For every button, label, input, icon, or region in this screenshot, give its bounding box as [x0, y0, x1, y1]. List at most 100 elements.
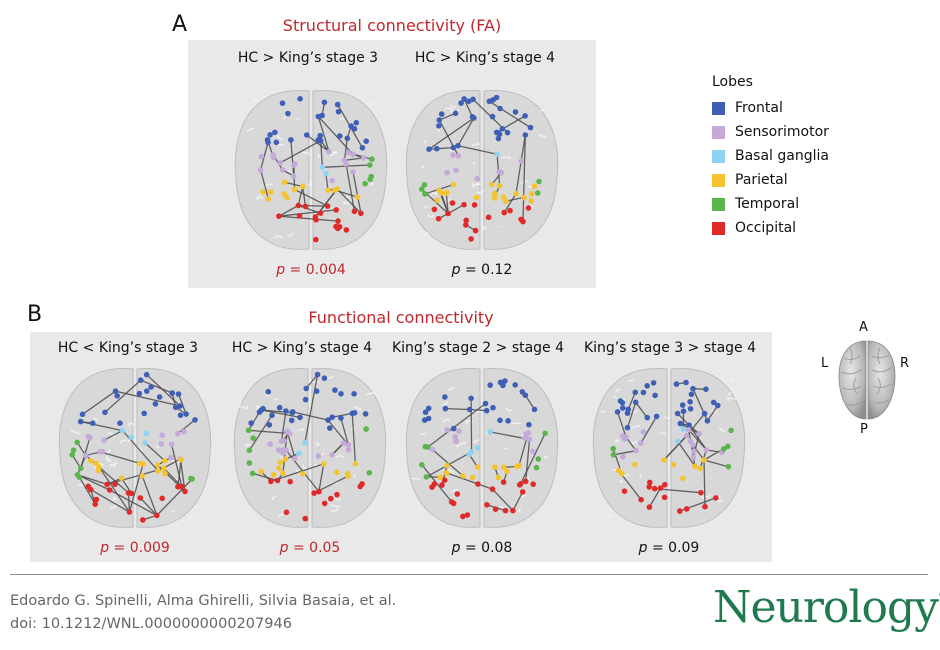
brain-node-frontal	[317, 137, 324, 144]
brain-node-frontal	[490, 97, 496, 103]
brain-node-frontal	[137, 377, 144, 383]
connectivity-edge	[457, 117, 475, 147]
brain-node-parietal	[500, 194, 507, 200]
brain-node-frontal	[688, 391, 695, 398]
brain-node-parietal	[162, 458, 168, 464]
panel-b-brain-4-label: King’s stage 3 > stage 4	[583, 340, 757, 356]
brain-node-sensorimotor	[277, 160, 283, 166]
brain-node-frontal	[329, 414, 335, 420]
brain-node-parietal	[270, 471, 277, 478]
brain-node-frontal	[436, 117, 443, 123]
brain-node-occipital	[463, 217, 469, 224]
connectivity-edge	[259, 169, 270, 200]
brain-node-occipital	[621, 488, 628, 494]
brain-node-frontal	[335, 108, 342, 115]
brain-node-frontal	[677, 420, 684, 427]
brain-node-frontal	[272, 129, 278, 136]
connectivity-edge	[305, 374, 319, 389]
brain-node-sensorimotor	[450, 152, 456, 158]
brain-node-sensorimotor	[350, 151, 356, 158]
brain-node-parietal	[491, 195, 498, 201]
brain-node-frontal	[674, 410, 681, 417]
brain-node-occipital	[677, 508, 683, 514]
brain-node-sensorimotor	[638, 440, 644, 446]
connectivity-edge	[82, 390, 116, 415]
brain-node-parietal	[161, 465, 167, 472]
brain-node-occipital	[468, 236, 474, 242]
connectivity-edge	[340, 417, 350, 446]
brain-node-frontal	[273, 139, 280, 146]
brain-nodes	[610, 379, 734, 514]
orientation-brain-icon	[836, 338, 898, 426]
connectivity-edge	[278, 204, 299, 217]
connectivity-edge	[491, 488, 514, 512]
brain-node-occipital	[159, 495, 165, 502]
connectivity-edge	[457, 145, 498, 155]
brain-node-occipital	[112, 481, 118, 487]
connectivity-edge	[688, 429, 696, 467]
brain-node-temporal	[421, 182, 428, 188]
connectivity-edge	[332, 412, 353, 418]
brain-node-frontal	[117, 420, 123, 426]
legend-item-occipital: Occipital	[712, 216, 829, 240]
brain-node-frontal	[359, 145, 366, 151]
brain-node-sensorimotor	[286, 430, 293, 437]
brain-node-frontal	[264, 137, 271, 143]
legend-title: Lobes	[712, 74, 753, 90]
brain-node-occipital	[92, 501, 98, 507]
p-value-a2: p = 0.12	[451, 262, 513, 278]
brain-node-occipital	[357, 483, 363, 490]
connectivity-edge	[103, 430, 123, 441]
connectivity-edge	[78, 476, 96, 505]
brain-node-sensorimotor	[640, 429, 647, 435]
brain-node-frontal	[351, 410, 358, 416]
brain-node-sensorimotor	[82, 452, 89, 459]
brain-node-frontal	[466, 406, 473, 413]
brain-node-parietal	[670, 461, 677, 468]
brain-node-frontal	[183, 411, 189, 417]
connectivity-edge	[306, 134, 330, 153]
brain-node-frontal	[483, 407, 490, 414]
brain-node-sensorimotor	[168, 441, 175, 448]
brain-node-occipital	[334, 491, 340, 498]
brain-node-parietal	[701, 457, 707, 463]
brain-node-frontal	[353, 119, 360, 126]
right-hemisphere	[483, 368, 559, 528]
brain-node-occipital	[662, 481, 668, 488]
brain-node-occipital	[475, 481, 481, 487]
brain-node-frontal	[500, 382, 506, 389]
brain-node-occipital	[317, 210, 324, 216]
brain-node-basal-ganglia	[487, 429, 493, 435]
brain-node-frontal	[438, 111, 445, 117]
left-hemisphere	[234, 90, 310, 250]
brain-node-frontal	[436, 123, 442, 129]
brain-node-sensorimotor	[633, 447, 639, 454]
brain-node-temporal	[249, 470, 256, 477]
brain-node-temporal	[367, 162, 373, 168]
brain-node-occipital	[713, 495, 719, 501]
brain-node-sensorimotor	[101, 437, 107, 443]
brain-node-frontal	[512, 109, 519, 115]
brain-node-sensorimotor	[267, 441, 273, 447]
brain-node-occipital	[485, 214, 492, 221]
brain-node-occipital	[445, 210, 451, 217]
brain-node-occipital	[302, 515, 309, 522]
brain-node-temporal	[245, 427, 252, 434]
brain-node-occipital	[93, 496, 100, 503]
brain-node-sensorimotor	[158, 441, 164, 447]
connectivity-edge	[343, 138, 348, 161]
brain-node-sensorimotor	[291, 162, 297, 168]
brain-b4	[590, 362, 748, 536]
brain-node-sensorimotor	[518, 158, 525, 164]
legend-item-basal-ganglia: Basal ganglia	[712, 144, 829, 168]
brain-node-occipital	[335, 218, 341, 224]
brain-node-frontal	[690, 385, 696, 392]
brain-node-occipital	[638, 496, 644, 503]
brain-node-parietal	[277, 459, 283, 466]
footer-authors: Edoardo G. Spinelli, Alma Ghirelli, Silv…	[10, 593, 397, 609]
right-hemisphere	[136, 368, 212, 528]
brain-nodes	[419, 378, 548, 520]
connectivity-edge	[352, 171, 362, 214]
connectivity-edge	[648, 487, 662, 508]
brain-b2	[231, 362, 389, 536]
